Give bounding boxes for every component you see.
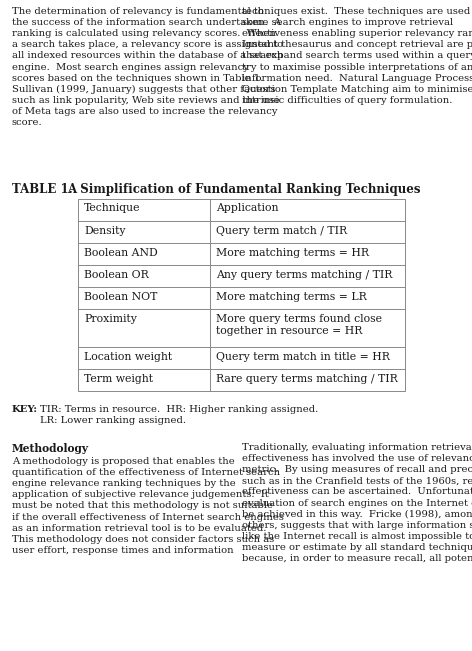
Text: KEY:: KEY: — [12, 405, 38, 414]
Text: Proximity: Proximity — [84, 314, 137, 324]
Text: Boolean OR: Boolean OR — [84, 270, 149, 280]
Text: Methodology: Methodology — [12, 443, 89, 454]
Text: TABLE 1.: TABLE 1. — [12, 183, 73, 196]
Text: Term weight: Term weight — [84, 374, 153, 384]
Text: More query terms found close
together in resource = HR: More query terms found close together in… — [216, 314, 382, 337]
Text: More matching terms = HR: More matching terms = HR — [216, 248, 369, 258]
Text: More matching terms = LR: More matching terms = LR — [216, 292, 367, 302]
Text: TIR: Terms in resource.  HR: Higher ranking assigned.: TIR: Terms in resource. HR: Higher ranki… — [40, 405, 318, 414]
Text: Boolean NOT: Boolean NOT — [84, 292, 157, 302]
Text: A Simplification of Fundamental Ranking Techniques: A Simplification of Fundamental Ranking … — [67, 183, 421, 196]
Text: Query term match / TIR: Query term match / TIR — [216, 226, 347, 236]
Text: Rare query terms matching / TIR: Rare query terms matching / TIR — [216, 374, 398, 384]
Text: Boolean AND: Boolean AND — [84, 248, 158, 258]
Text: Any query terms matching / TIR: Any query terms matching / TIR — [216, 270, 392, 280]
Text: Query term match in title = HR: Query term match in title = HR — [216, 352, 390, 362]
Text: Location weight: Location weight — [84, 352, 172, 362]
Bar — [78, 199, 405, 391]
Text: Technique: Technique — [84, 203, 141, 213]
Text: Density: Density — [84, 226, 126, 236]
Text: techniques exist.  These techniques are used by
some search engines to improve r: techniques exist. These techniques are u… — [242, 7, 472, 105]
Text: Application: Application — [216, 203, 278, 213]
Text: The determination of relevancy is fundamental to
the success of the information : The determination of relevancy is fundam… — [12, 7, 283, 127]
Text: Traditionally, evaluating information retrieval
effectiveness has involved the u: Traditionally, evaluating information re… — [242, 443, 472, 563]
Text: LR: Lower ranking assigned.: LR: Lower ranking assigned. — [40, 416, 186, 425]
Text: A methodology is proposed that enables the
quantification of the effectiveness o: A methodology is proposed that enables t… — [12, 457, 284, 555]
